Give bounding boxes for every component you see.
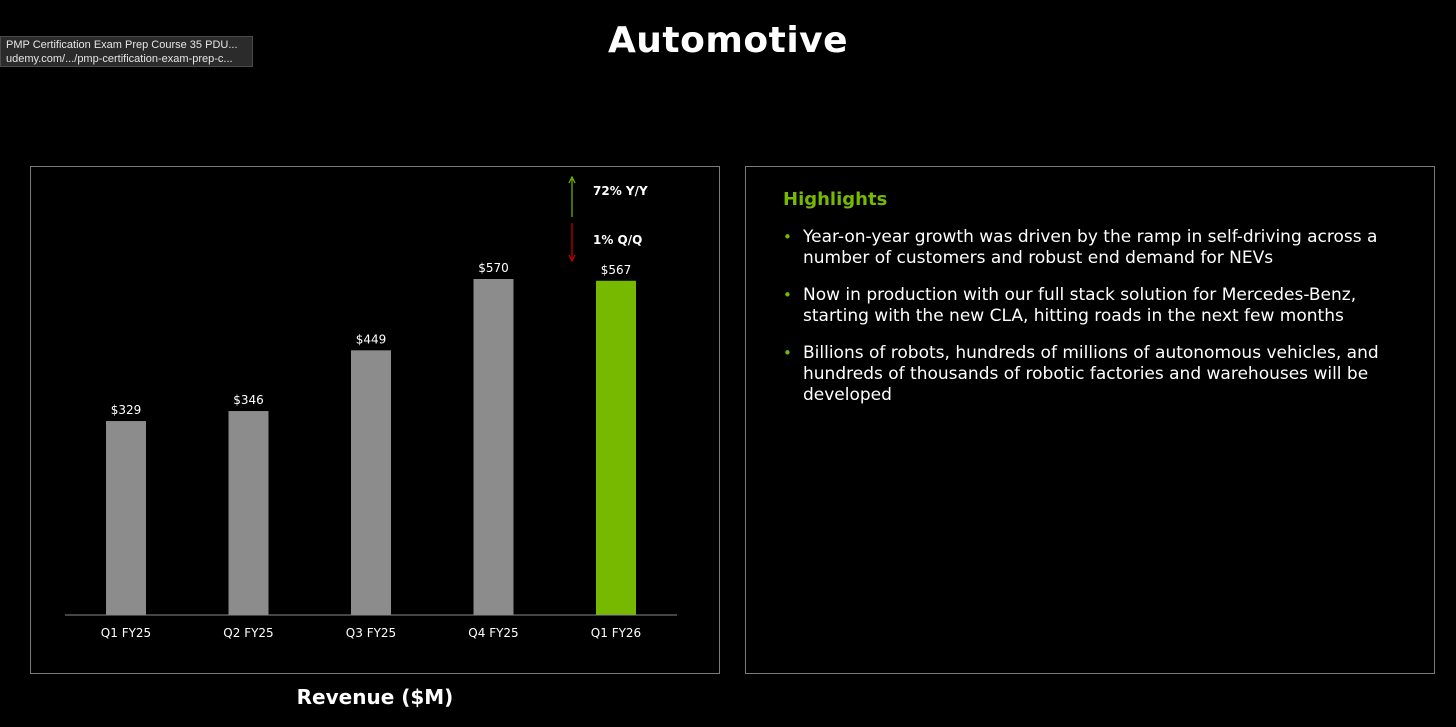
x-tick-label: Q3 FY25 <box>346 626 396 640</box>
data-label: $346 <box>233 393 264 407</box>
highlight-item: • Billions of robots, hundreds of million… <box>783 343 1383 406</box>
x-tick-label: Q4 FY25 <box>468 626 518 640</box>
data-label: $449 <box>356 332 387 346</box>
highlights-heading: Highlights <box>783 189 888 210</box>
x-tick-label: Q1 FY25 <box>101 626 151 640</box>
bar-q3-fy25 <box>351 350 391 615</box>
bar-q1-fy26 <box>596 280 636 615</box>
highlight-item: • Now in production with our full stack s… <box>783 285 1383 327</box>
chart-title: Revenue ($M) <box>296 685 454 709</box>
highlight-item: • Year-on-year growth was driven by the r… <box>783 227 1383 269</box>
data-label: $567 <box>601 263 632 277</box>
data-label: $329 <box>111 403 142 417</box>
page-title: Automotive <box>607 20 849 61</box>
x-tick-label: Q2 FY25 <box>223 626 273 640</box>
data-label: $570 <box>478 261 509 275</box>
bullet-icon: • <box>783 286 792 304</box>
browser-link-tooltip: PMP Certification Exam Prep Course 35 PD… <box>0 36 253 67</box>
revenue-bar-chart: $329 Q1 FY25 $346 Q2 FY25 $449 Q3 FY25 $570 Q4 … <box>65 175 677 640</box>
bar-q4-fy25 <box>473 279 514 615</box>
highlights-panel: Highlights • Year-on-year growth was driv… <box>745 166 1435 674</box>
highlight-text: Year-on-year growth was driven by the ra… <box>803 227 1378 268</box>
yy-growth-annotation: 72% Y/Y <box>593 184 648 198</box>
up-arrowhead-icon <box>568 175 576 184</box>
highlight-text: Billions of robots, hundreds of millions… <box>803 343 1379 405</box>
down-arrowhead-icon <box>568 254 576 263</box>
highlight-text: Now in production with our full stack so… <box>803 285 1357 326</box>
highlights-list: • Year-on-year growth was driven by the r… <box>783 227 1383 422</box>
bullet-icon: • <box>783 228 792 246</box>
bar-q1-fy25 <box>106 421 146 615</box>
x-tick-label: Q1 FY26 <box>591 626 641 640</box>
qq-growth-annotation: 1% Q/Q <box>593 233 642 247</box>
bullet-icon: • <box>783 344 792 362</box>
bar-q2-fy25 <box>228 411 269 615</box>
revenue-chart-panel: $329 Q1 FY25 $346 Q2 FY25 $449 Q3 FY25 $570 Q4 … <box>30 166 720 674</box>
